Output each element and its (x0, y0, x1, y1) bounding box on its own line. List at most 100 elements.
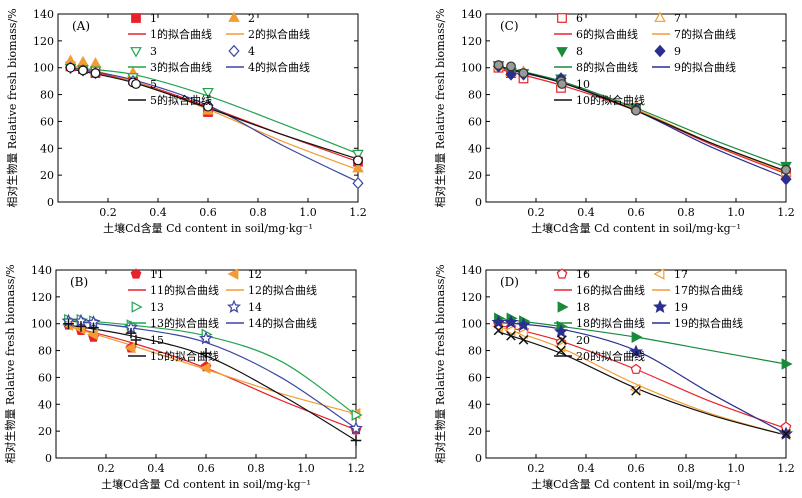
data-point-15 (125, 327, 137, 339)
data-point-15 (200, 347, 212, 359)
legend-label: 18 (576, 301, 590, 314)
legend-curve-label: 6的拟合曲线 (576, 27, 638, 41)
legend-marker-9 (654, 44, 666, 58)
fit-curve-17 (498, 325, 787, 436)
legend-label: 6 (576, 12, 583, 25)
y-tick-label: 140 (31, 264, 52, 277)
x-tick-label: 0.6 (627, 206, 645, 219)
data-point-3 (202, 87, 214, 99)
data-point-10 (518, 68, 529, 78)
x-tick-label: 1.0 (297, 462, 315, 475)
data-point-5 (65, 62, 76, 73)
legend-marker-15 (130, 334, 142, 346)
y-tick-label: 100 (461, 62, 482, 75)
legend-label: 13 (150, 301, 164, 314)
legend-curve-label: 16的拟合曲线 (576, 283, 645, 297)
data-point-3 (352, 149, 364, 161)
legend-label: 19 (674, 301, 688, 314)
legend-marker-10 (557, 79, 567, 89)
x-tick-label: 0.6 (627, 462, 645, 475)
data-point-2 (89, 57, 102, 68)
legend-label: 1 (150, 12, 157, 25)
fit-curve-10 (498, 65, 787, 172)
x-tick-label: 0.8 (249, 206, 267, 219)
x-tick-label: 1.2 (777, 462, 795, 475)
x-tick-label: 0.4 (149, 206, 167, 219)
x-tick-label: 0.4 (577, 462, 595, 475)
legend-label: 20 (576, 334, 590, 347)
data-point-10 (781, 164, 791, 175)
y-tick-label: 60 (38, 371, 52, 384)
y-tick-label: 80 (38, 345, 52, 358)
legend-marker-13 (131, 301, 143, 313)
y-tick-label: 140 (461, 8, 482, 21)
legend-marker-20 (557, 335, 567, 345)
legend-marker-6 (557, 13, 567, 23)
panel-tag: (A) (72, 19, 90, 33)
data-point-12 (199, 362, 211, 374)
data-point-18 (781, 358, 793, 370)
legend-curve-label: 8的拟合曲线 (576, 60, 638, 74)
data-point-14 (348, 421, 364, 435)
x-axis-label: 土壤Cd含量 Cd content in soil/mg·kg⁻¹ (101, 477, 311, 491)
y-tick-label: 80 (468, 345, 482, 358)
y-axis-label: 相对生物量 Relative fresh biomass/% (433, 8, 447, 207)
y-tick-label: 100 (33, 62, 54, 75)
data-point-9 (505, 68, 517, 81)
fit-curve-13 (68, 319, 357, 416)
legend-marker-17 (653, 268, 665, 280)
x-axis-label: 土壤Cd含量 Cd content in soil/mg·kg⁻¹ (531, 221, 741, 235)
data-point-5 (78, 65, 88, 76)
data-point-19 (516, 317, 531, 332)
legend-marker-2 (228, 11, 240, 22)
data-point-5 (203, 101, 213, 112)
data-point-15 (63, 318, 74, 330)
y-tick-label: 120 (31, 291, 52, 304)
x-tick-label: 0.8 (677, 462, 695, 475)
x-axis-label: 土壤Cd含量 Cd content in soil/mg·kg⁻¹ (531, 477, 741, 491)
data-point-16 (630, 363, 642, 374)
x-tick-label: 0.2 (97, 462, 115, 475)
legend-label: 11 (150, 268, 164, 281)
y-tick-label: 40 (40, 142, 54, 155)
data-point-12 (124, 342, 136, 354)
y-tick-label: 60 (40, 115, 54, 128)
data-point-19 (503, 315, 519, 329)
legend-label: 7 (674, 12, 681, 25)
y-tick-label: 60 (468, 115, 482, 128)
data-point-5 (353, 155, 363, 166)
data-point-13 (351, 409, 363, 421)
legend-marker-4 (228, 44, 240, 58)
legend-label: 10 (576, 78, 590, 91)
legend-label: 15 (150, 334, 164, 347)
y-tick-label: 40 (468, 142, 482, 155)
legend-marker-11 (130, 268, 142, 279)
legend-curve-label: 9的拟合曲线 (674, 60, 736, 74)
legend-marker-1 (131, 13, 141, 23)
panel-tag: (D) (500, 275, 519, 289)
legend-label: 3 (150, 45, 157, 58)
y-tick-label: 40 (468, 398, 482, 411)
legend-label: 8 (576, 45, 583, 58)
y-tick-label: 100 (31, 318, 52, 331)
y-tick-label: 80 (468, 89, 482, 102)
legend-curve-label: 11的拟合曲线 (150, 283, 219, 297)
fit-curve-15 (68, 324, 357, 442)
data-point-10 (493, 60, 504, 70)
chart-panel-c: 0 20 40 60 80 100 120 140 0.2 0.4 0.6 0.8 1.0 1.2 土壤Cd… (433, 8, 795, 235)
y-tick-label: 80 (40, 89, 54, 102)
legend-curve-label: 18的拟合曲线 (576, 316, 645, 330)
legend-marker-7 (654, 11, 666, 22)
fit-curve-2 (70, 64, 359, 171)
legend-curve-label: 5的拟合曲线 (150, 93, 212, 107)
legend-label: 5 (150, 78, 157, 91)
legend-curve-label: 7的拟合曲线 (674, 27, 736, 41)
data-point-15 (75, 321, 87, 332)
chart-panel-a: 0 20 40 60 80 100 120 140 0.2 0.4 0.6 0.8 1.0 1.2 土壤Cd… (5, 8, 367, 235)
legend-marker-16 (556, 268, 568, 279)
x-tick-label: 1.0 (727, 206, 745, 219)
legend-marker-3 (130, 47, 142, 58)
legend-label: 4 (248, 45, 255, 58)
chart-panel-b: 0 20 40 60 80 100 120 140 0.2 0.4 0.6 0.8 1.0 1.2 土壤Cd… (3, 264, 365, 491)
